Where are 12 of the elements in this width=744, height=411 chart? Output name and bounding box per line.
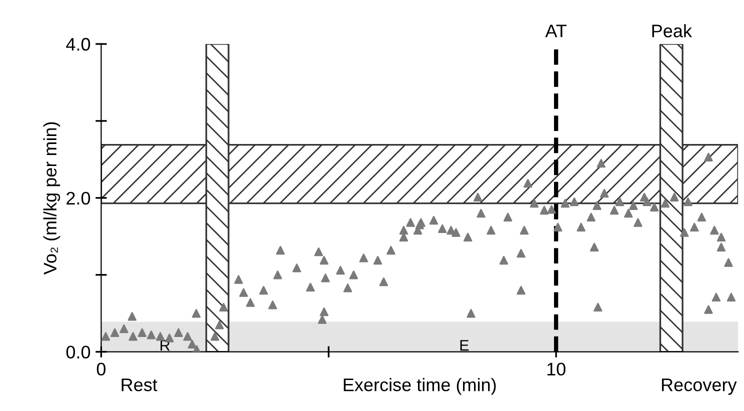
- annotation: E: [460, 340, 469, 351]
- x-axis-title: Exercise time (min): [344, 378, 496, 395]
- y-tick-label: 2.0: [66, 192, 90, 205]
- text: Recovery: [662, 378, 737, 395]
- y-tick-label: 4.0: [66, 38, 90, 51]
- x-tick-label: 0: [96, 362, 106, 376]
- text: Rest: [122, 378, 158, 392]
- y-axis-title: Vo₂ (ml/kg per min): [43, 122, 60, 275]
- band-label: Peak: [652, 24, 692, 38]
- y-tick-label: 0.0: [66, 346, 90, 359]
- x-tick-label: 10: [547, 362, 566, 376]
- ref-line-label: AT: [545, 24, 567, 38]
